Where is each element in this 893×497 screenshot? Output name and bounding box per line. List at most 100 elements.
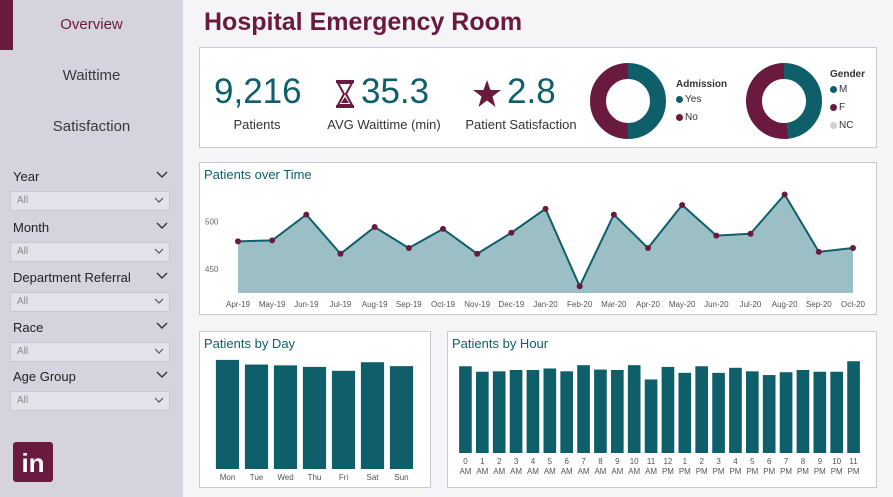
bar[interactable] bbox=[475, 371, 489, 453]
bar[interactable] bbox=[215, 359, 240, 469]
filter-dropdown[interactable]: All bbox=[10, 391, 170, 411]
bar[interactable] bbox=[594, 369, 607, 453]
bar[interactable] bbox=[577, 365, 590, 453]
data-point[interactable] bbox=[303, 211, 310, 218]
bar[interactable] bbox=[813, 371, 827, 453]
x-tick-label: 4 bbox=[531, 457, 536, 466]
x-tick-suffix: PM bbox=[746, 467, 758, 476]
chevron-down-icon[interactable] bbox=[156, 322, 168, 330]
data-point[interactable] bbox=[405, 245, 412, 252]
data-point[interactable] bbox=[815, 248, 822, 255]
bar[interactable] bbox=[729, 367, 742, 453]
filter-dropdown[interactable]: All bbox=[10, 342, 170, 362]
bar[interactable] bbox=[745, 371, 759, 453]
bar[interactable] bbox=[644, 379, 658, 453]
chevron-down-icon[interactable] bbox=[156, 371, 168, 379]
donut-slice-f[interactable] bbox=[746, 63, 789, 139]
bar[interactable] bbox=[389, 366, 414, 469]
chevron-down-icon[interactable] bbox=[156, 272, 168, 280]
bar[interactable] bbox=[360, 362, 385, 469]
nav-overview[interactable]: Overview bbox=[60, 16, 123, 33]
legend-item-no[interactable]: No bbox=[676, 112, 698, 123]
gender-donut-chart[interactable] bbox=[745, 62, 823, 140]
data-point[interactable] bbox=[610, 211, 617, 218]
donut-slice-yes[interactable] bbox=[627, 63, 666, 139]
data-point[interactable] bbox=[850, 245, 856, 252]
filter-dropdown[interactable]: All bbox=[10, 292, 170, 312]
x-tick-label: Mar-20 bbox=[601, 300, 627, 309]
x-tick-label: 3 bbox=[514, 457, 519, 466]
patients-by-day-chart[interactable]: Mon Tue Wed Thu Fri Sat Sun bbox=[200, 332, 432, 489]
bar[interactable] bbox=[762, 375, 776, 453]
x-tick-label: 11 bbox=[849, 457, 858, 466]
nav-waittime[interactable]: Waittime bbox=[62, 67, 121, 84]
bar[interactable] bbox=[847, 361, 860, 453]
bar[interactable] bbox=[779, 372, 793, 453]
data-point[interactable] bbox=[713, 232, 720, 239]
bar[interactable] bbox=[560, 371, 574, 453]
bar[interactable] bbox=[712, 372, 725, 453]
linkedin-icon[interactable]: in bbox=[13, 442, 53, 482]
data-point[interactable] bbox=[747, 230, 754, 237]
x-tick-label: Jul-19 bbox=[330, 300, 352, 309]
x-tick-label: May-19 bbox=[259, 300, 286, 309]
chevron-down-icon[interactable] bbox=[156, 171, 168, 179]
x-tick-label: 8 bbox=[598, 457, 603, 466]
data-point[interactable] bbox=[337, 250, 344, 257]
donut-slice-no[interactable] bbox=[590, 63, 629, 139]
x-tick-suffix: AM bbox=[628, 467, 640, 476]
bar[interactable] bbox=[526, 370, 540, 453]
bar[interactable] bbox=[302, 366, 327, 469]
data-point[interactable] bbox=[269, 237, 276, 244]
patients-by-hour-chart[interactable]: 0AM1AM2AM3AM4AM5AM6AM7AM8AM9AM10AM11AM12… bbox=[448, 332, 878, 489]
legend-item-nc[interactable]: NC bbox=[830, 120, 853, 131]
bar[interactable] bbox=[492, 371, 506, 453]
bar[interactable] bbox=[244, 364, 269, 469]
data-point[interactable] bbox=[781, 191, 788, 198]
legend-item-m[interactable]: M bbox=[830, 84, 847, 95]
chevron-down-icon[interactable] bbox=[156, 222, 168, 230]
legend-item-yes[interactable]: Yes bbox=[676, 94, 701, 105]
x-tick-suffix: AM bbox=[544, 467, 556, 476]
data-point[interactable] bbox=[542, 205, 549, 212]
bar[interactable] bbox=[695, 366, 709, 453]
y-tick-label: 450 bbox=[205, 265, 219, 274]
nav-satisfaction[interactable]: Satisfaction bbox=[52, 118, 131, 135]
patients-over-time-chart[interactable]: 450 500 Apr-19 May-19 Jun-19 Jul-19 Aug-19 Sep-… bbox=[200, 163, 878, 316]
filter-dropdown[interactable]: All bbox=[10, 242, 170, 262]
bar[interactable] bbox=[830, 371, 844, 453]
data-point[interactable] bbox=[576, 283, 583, 290]
patients-label: Patients bbox=[233, 117, 281, 132]
bar[interactable] bbox=[627, 365, 641, 453]
data-point[interactable] bbox=[235, 238, 241, 245]
bar[interactable] bbox=[661, 366, 675, 453]
x-tick-suffix: AM bbox=[561, 467, 573, 476]
bar[interactable] bbox=[796, 370, 810, 453]
data-point[interactable] bbox=[371, 224, 378, 230]
legend-item-f[interactable]: F bbox=[830, 102, 845, 113]
filter-value: All bbox=[17, 395, 29, 406]
x-tick-suffix: PM bbox=[780, 467, 792, 476]
bar[interactable] bbox=[678, 372, 692, 453]
bar[interactable] bbox=[459, 366, 472, 453]
bar[interactable] bbox=[331, 370, 356, 469]
admission-donut-chart[interactable] bbox=[589, 62, 667, 140]
star-icon bbox=[473, 80, 501, 107]
x-tick-label: 9 bbox=[615, 457, 620, 466]
x-tick-label: 7 bbox=[784, 457, 789, 466]
bar[interactable] bbox=[509, 370, 523, 453]
bar[interactable] bbox=[543, 368, 557, 453]
filter-dropdown[interactable]: All bbox=[10, 191, 170, 211]
donut-slice-m[interactable] bbox=[783, 63, 822, 139]
x-tick-suffix: PM bbox=[831, 467, 843, 476]
data-point[interactable] bbox=[474, 250, 481, 257]
data-point[interactable] bbox=[508, 229, 515, 236]
bar[interactable] bbox=[273, 365, 298, 469]
waittime-value: 35.3 bbox=[361, 72, 430, 111]
data-point[interactable] bbox=[645, 245, 651, 252]
bar[interactable] bbox=[610, 370, 624, 453]
data-point[interactable] bbox=[679, 202, 686, 208]
x-tick-suffix: AM bbox=[527, 467, 539, 476]
data-point[interactable] bbox=[440, 225, 446, 232]
x-tick-suffix: AM bbox=[459, 467, 471, 476]
